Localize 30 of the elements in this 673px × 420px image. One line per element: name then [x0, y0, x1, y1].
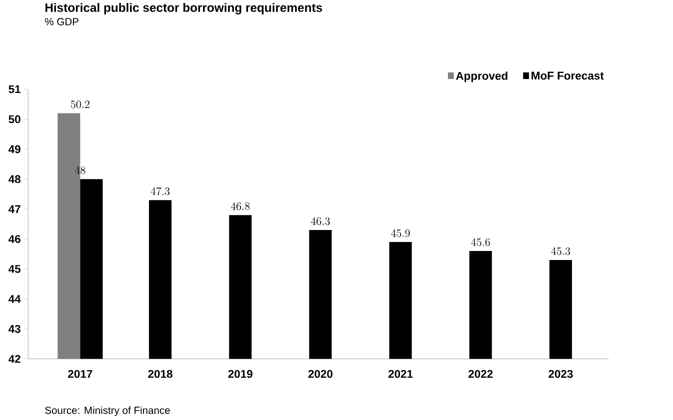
y-tick-label: 48: [8, 175, 20, 184]
data-label: 46.3: [310, 217, 330, 226]
x-tick-label: 2018: [148, 370, 172, 378]
legend-label: MoF Forecast: [532, 72, 604, 80]
chart-title: Historical public sector borrowing requirements: [45, 3, 322, 14]
y-tick-label: 46: [8, 235, 20, 244]
data-label: 47.3: [150, 187, 170, 196]
x-tick-label: 2022: [468, 370, 493, 378]
data-label: 50.2: [70, 100, 90, 108]
y-tick-label: 49: [8, 145, 20, 154]
data-label: 48: [74, 166, 86, 174]
y-tick-label: 51: [8, 85, 20, 94]
x-tick-label: 2023: [548, 370, 573, 378]
data-label: 45.6: [471, 238, 490, 246]
y-tick-label: 47: [8, 205, 20, 213]
legend-label: Approved: [456, 72, 508, 82]
chart-subtitle: % GDP: [45, 18, 78, 26]
x-tick-label: 2020: [308, 370, 332, 378]
source-note: Source: Ministry of Finance: [45, 406, 170, 416]
y-tick-label: 50: [8, 115, 20, 124]
x-tick-label: 2019: [228, 370, 252, 378]
data-label: 45.3: [551, 247, 570, 256]
y-tick-label: 42: [8, 354, 20, 363]
data-label: 46.8: [230, 202, 250, 210]
data-label: 45.9: [391, 229, 410, 238]
x-tick-label: 2017: [68, 370, 92, 378]
y-tick-label: 44: [8, 295, 21, 303]
y-tick-label: 45: [8, 265, 20, 273]
y-tick-label: 43: [8, 324, 20, 333]
x-tick-label: 2021: [388, 370, 413, 378]
